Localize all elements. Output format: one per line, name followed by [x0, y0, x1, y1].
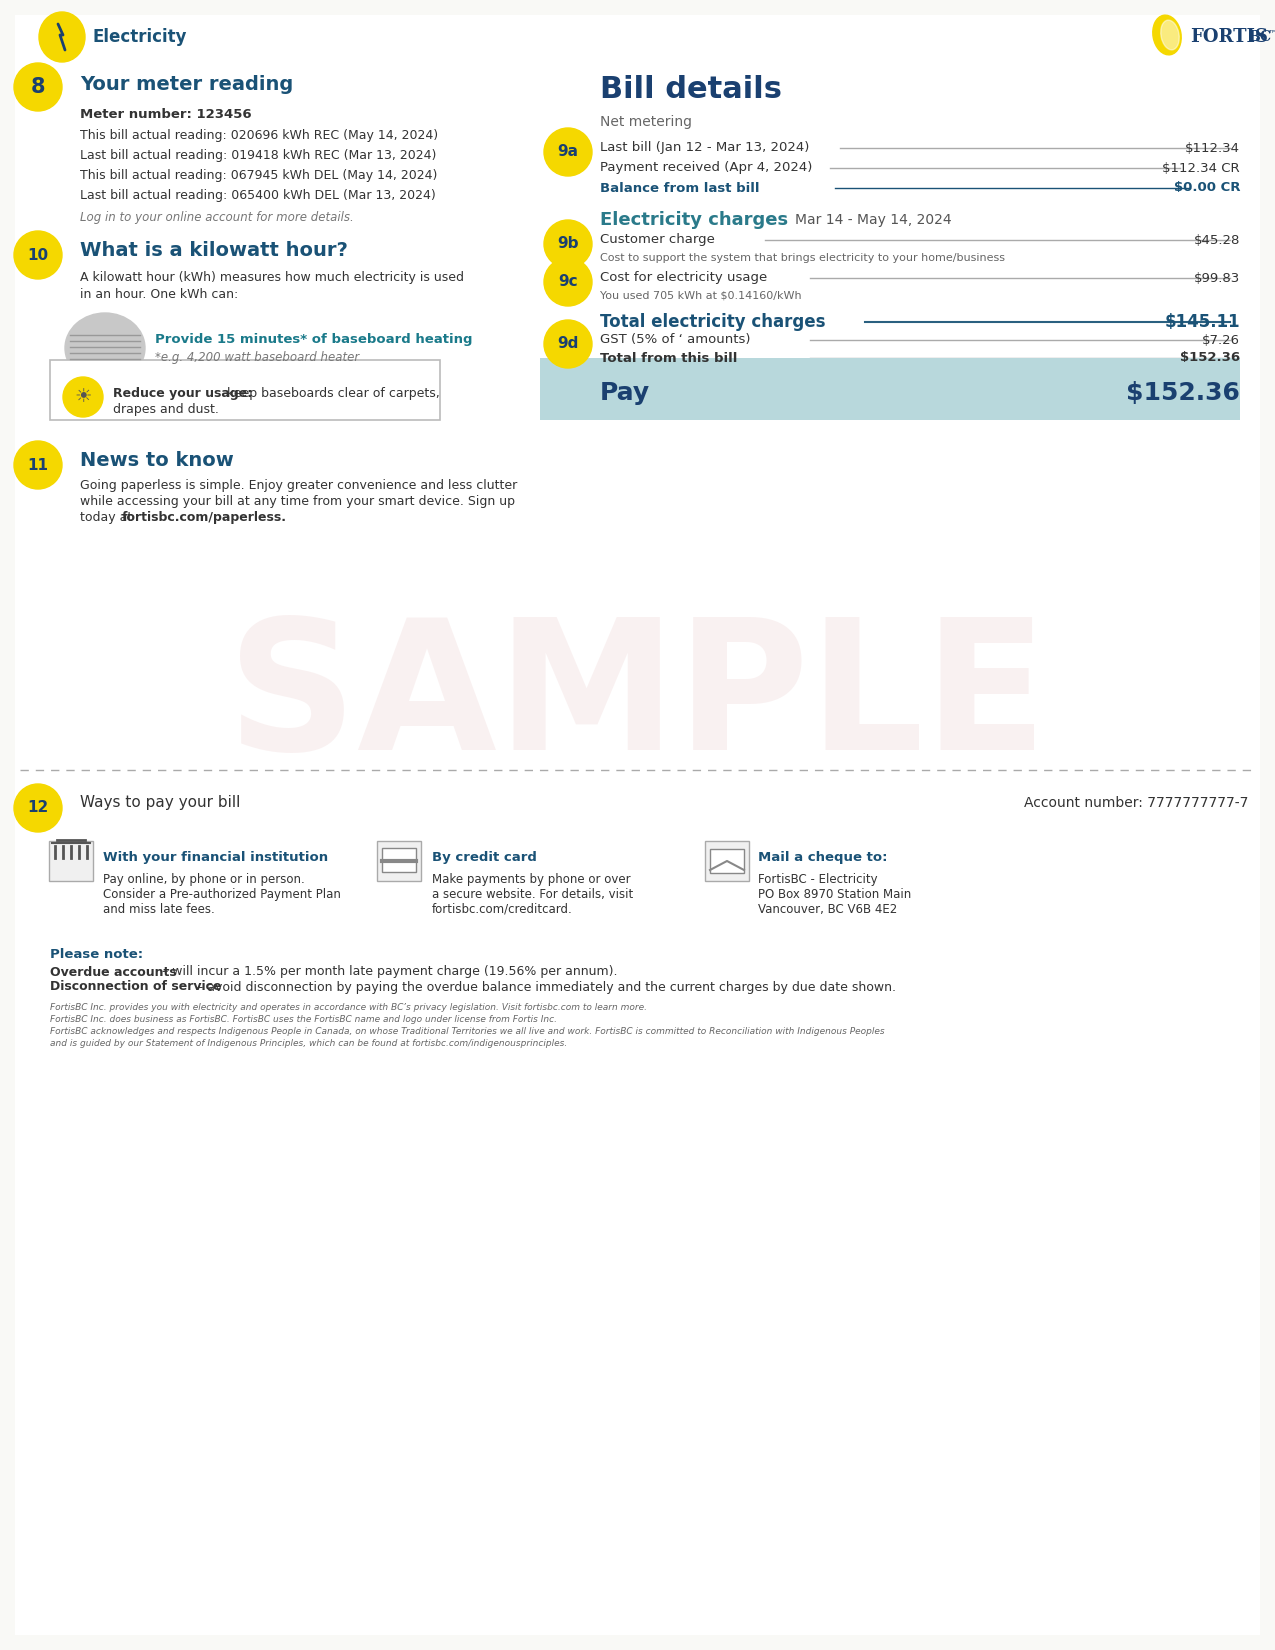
Text: $152.36: $152.36	[1126, 381, 1241, 404]
Text: Overdue accounts: Overdue accounts	[50, 965, 177, 978]
Circle shape	[14, 441, 62, 488]
Text: Cost to support the system that brings electricity to your home/business: Cost to support the system that brings e…	[601, 252, 1005, 262]
FancyBboxPatch shape	[541, 358, 1241, 421]
Text: By credit card: By credit card	[432, 850, 537, 863]
Text: FortisBC acknowledges and respects Indigenous People in Canada, on whose Traditi: FortisBC acknowledges and respects Indig…	[50, 1026, 885, 1036]
FancyBboxPatch shape	[48, 842, 93, 881]
Text: Reduce your usage:: Reduce your usage:	[113, 386, 252, 399]
Circle shape	[14, 63, 62, 111]
Text: BC: BC	[1248, 30, 1271, 45]
FancyBboxPatch shape	[710, 850, 745, 873]
Text: while accessing your bill at any time from your smart device. Sign up: while accessing your bill at any time fr…	[80, 495, 515, 508]
Circle shape	[544, 257, 592, 305]
Text: Electricity charges: Electricity charges	[601, 211, 788, 229]
Text: A kilowatt hour (kWh) measures how much electricity is used: A kilowatt hour (kWh) measures how much …	[80, 272, 464, 284]
FancyBboxPatch shape	[15, 15, 1260, 1635]
Text: 9b: 9b	[557, 236, 579, 251]
Text: FORTIS: FORTIS	[1190, 28, 1269, 46]
Text: today at: today at	[80, 512, 136, 525]
Text: Ways to pay your bill: Ways to pay your bill	[80, 795, 241, 810]
Text: GST (5% of ‘ amounts): GST (5% of ‘ amounts)	[601, 333, 751, 346]
Text: Going paperless is simple. Enjoy greater convenience and less clutter: Going paperless is simple. Enjoy greater…	[80, 480, 518, 492]
Text: Log in to your online account for more details.: Log in to your online account for more d…	[80, 211, 353, 224]
Text: Balance from last bill: Balance from last bill	[601, 182, 760, 195]
Text: Disconnection of service: Disconnection of service	[50, 980, 222, 993]
Text: 9c: 9c	[558, 274, 578, 289]
Text: Last bill actual reading: 065400 kWh DEL (Mar 13, 2024): Last bill actual reading: 065400 kWh DEL…	[80, 188, 436, 201]
Text: Cost for electricity usage: Cost for electricity usage	[601, 272, 768, 284]
FancyBboxPatch shape	[382, 848, 416, 871]
Circle shape	[14, 784, 62, 832]
Text: Provide 15 minutes* of baseboard heating: Provide 15 minutes* of baseboard heating	[156, 333, 473, 346]
Circle shape	[544, 219, 592, 267]
Text: FortisBC - Electricity
PO Box 8970 Station Main
Vancouver, BC V6B 4E2: FortisBC - Electricity PO Box 8970 Stati…	[759, 873, 912, 916]
Text: – avoid disconnection by paying the overdue balance immediately and the current : – avoid disconnection by paying the over…	[193, 980, 896, 993]
Text: Pay online, by phone or in person.
Consider a Pre-authorized Payment Plan
and mi: Pay online, by phone or in person. Consi…	[103, 873, 340, 916]
Text: 9d: 9d	[557, 337, 579, 351]
Circle shape	[544, 129, 592, 177]
Text: You used 705 kWh at $0.14160/kWh: You used 705 kWh at $0.14160/kWh	[601, 290, 802, 300]
Text: and is guided by our Statement of Indigenous Principles, which can be found at f: and is guided by our Statement of Indige…	[50, 1038, 567, 1048]
Text: 11: 11	[28, 457, 48, 472]
Text: FortisBC Inc. does business as FortisBC. FortisBC uses the FortisBC name and log: FortisBC Inc. does business as FortisBC.…	[50, 1015, 557, 1023]
Text: Make payments by phone or over
a secure website. For details, visit
fortisbc.com: Make payments by phone or over a secure …	[432, 873, 634, 916]
Text: $7.26: $7.26	[1202, 333, 1241, 346]
Text: $112.34 CR: $112.34 CR	[1163, 162, 1241, 175]
Text: – will incur a 1.5% per month late payment charge (19.56% per annum).: – will incur a 1.5% per month late payme…	[158, 965, 617, 978]
FancyBboxPatch shape	[50, 360, 440, 421]
Text: Payment received (Apr 4, 2024): Payment received (Apr 4, 2024)	[601, 162, 812, 175]
Text: Net metering: Net metering	[601, 116, 692, 129]
Text: Bill details: Bill details	[601, 76, 782, 104]
FancyBboxPatch shape	[377, 842, 421, 881]
Text: Meter number: 123456: Meter number: 123456	[80, 109, 251, 122]
Text: FortisBC Inc. provides you with electricity and operates in accordance with BC’s: FortisBC Inc. provides you with electric…	[50, 1003, 646, 1011]
Circle shape	[544, 320, 592, 368]
Text: $45.28: $45.28	[1193, 234, 1241, 246]
Text: This bill actual reading: 067945 kWh DEL (May 14, 2024): This bill actual reading: 067945 kWh DEL…	[80, 168, 437, 182]
Ellipse shape	[1153, 15, 1181, 54]
Text: drapes and dust.: drapes and dust.	[113, 404, 219, 416]
Text: 12: 12	[27, 800, 48, 815]
Ellipse shape	[65, 314, 145, 383]
Text: Last bill (Jan 12 - Mar 13, 2024): Last bill (Jan 12 - Mar 13, 2024)	[601, 142, 810, 155]
Text: Total from this bill: Total from this bill	[601, 351, 737, 365]
Text: Your meter reading: Your meter reading	[80, 76, 293, 94]
Text: Mar 14 - May 14, 2024: Mar 14 - May 14, 2024	[796, 213, 951, 228]
Text: 8: 8	[31, 78, 45, 97]
Circle shape	[62, 376, 103, 417]
Text: $145.11: $145.11	[1164, 314, 1241, 332]
Text: $112.34: $112.34	[1184, 142, 1241, 155]
Circle shape	[14, 231, 62, 279]
Text: Total electricity charges: Total electricity charges	[601, 314, 825, 332]
Text: Customer charge: Customer charge	[601, 234, 715, 246]
Text: 10: 10	[28, 248, 48, 262]
Text: ™: ™	[1269, 28, 1275, 38]
Ellipse shape	[40, 12, 85, 63]
Text: Account number: 7777777777-7: Account number: 7777777777-7	[1024, 795, 1248, 810]
Text: keep baseboards clear of carpets,: keep baseboards clear of carpets,	[223, 386, 440, 399]
Text: *e.g. 4,200 watt baseboard heater: *e.g. 4,200 watt baseboard heater	[156, 350, 360, 363]
FancyBboxPatch shape	[705, 842, 748, 881]
Text: Electricity: Electricity	[93, 28, 187, 46]
Text: Pay: Pay	[601, 381, 650, 404]
Text: $99.83: $99.83	[1193, 272, 1241, 284]
Text: 9a: 9a	[557, 145, 579, 160]
Text: This bill actual reading: 020696 kWh REC (May 14, 2024): This bill actual reading: 020696 kWh REC…	[80, 129, 439, 142]
Text: fortisbc.com/paperless.: fortisbc.com/paperless.	[122, 512, 287, 525]
Text: in an hour. One kWh can:: in an hour. One kWh can:	[80, 287, 238, 300]
Text: $0.00 CR: $0.00 CR	[1173, 182, 1241, 195]
Text: Mail a cheque to:: Mail a cheque to:	[759, 850, 887, 863]
Ellipse shape	[1160, 20, 1179, 50]
Text: ☀: ☀	[74, 388, 92, 406]
Text: SAMPLE: SAMPLE	[227, 612, 1047, 789]
Text: Please note:: Please note:	[50, 949, 143, 962]
Text: $152.36: $152.36	[1179, 351, 1241, 365]
Text: With your financial institution: With your financial institution	[103, 850, 328, 863]
Text: What is a kilowatt hour?: What is a kilowatt hour?	[80, 241, 348, 259]
Text: News to know: News to know	[80, 450, 233, 470]
Text: Last bill actual reading: 019418 kWh REC (Mar 13, 2024): Last bill actual reading: 019418 kWh REC…	[80, 148, 436, 162]
